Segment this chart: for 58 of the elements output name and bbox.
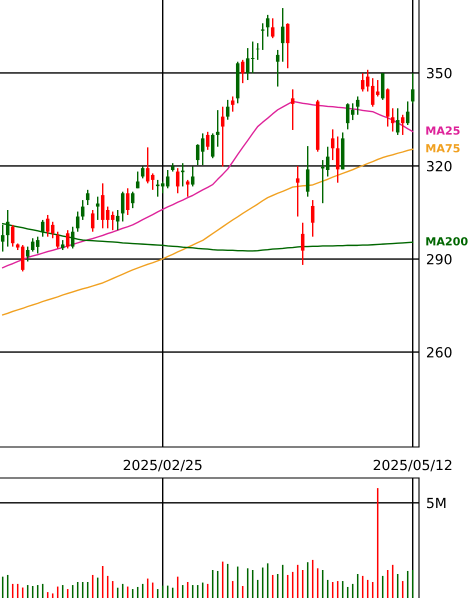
series-label: MA25 [426,126,460,135]
candlestick [120,191,124,222]
candlestick [296,165,300,218]
candlestick [266,14,270,38]
candlestick [400,114,404,136]
candlestick [406,100,410,126]
candlestick [60,239,64,251]
candlestick [286,22,290,69]
candlestick [186,179,190,198]
candlestick [306,145,310,198]
candlestick [220,106,224,168]
candlestick [70,226,74,250]
candlestick [270,18,274,39]
candlestick [10,224,14,248]
candlestick [116,209,120,231]
y-tick-label: 320 [427,160,452,172]
candlestick [80,199,84,221]
candlestick [140,166,144,180]
candlestick [290,88,294,131]
candlestick [256,42,260,61]
candlestick [216,109,220,148]
candlestick [226,99,230,120]
candlestick [76,210,80,232]
candlestick [90,209,94,232]
candlestick [410,72,414,104]
candlestick [230,96,234,112]
candlestick [86,189,90,206]
candlestick [56,231,60,250]
series-label: MA200 [426,237,468,246]
y-tick-label: 260 [426,347,452,358]
candlestick [206,131,210,151]
candlestick [210,132,214,159]
candlestick [240,59,244,84]
candlestick [300,222,304,266]
candlestick [276,49,280,88]
y-tick-label: 5M [427,498,446,508]
x-tick-label: 2025/05/12 [374,460,452,472]
candlestick [190,166,194,188]
candlestick [280,7,284,62]
candlestick [66,229,70,250]
candlestick [390,108,394,132]
y-tick-label: 290 [426,254,452,264]
candlestick [130,191,134,209]
line-series [2,148,414,316]
series-label: MA75 [426,144,460,152]
candlestick [26,246,30,262]
y-tick-label: 350 [427,68,452,78]
candlestick [356,96,360,116]
x-tick-label: 2025/02/25 [124,460,202,472]
candlestick [136,170,140,189]
candlestick [126,188,130,216]
candlestick [310,199,314,238]
candlestick [396,108,400,136]
candlestick [336,136,340,184]
candlestick [96,196,100,221]
candlestick [180,162,184,188]
candlestick [176,167,180,194]
candlestick [330,128,334,161]
